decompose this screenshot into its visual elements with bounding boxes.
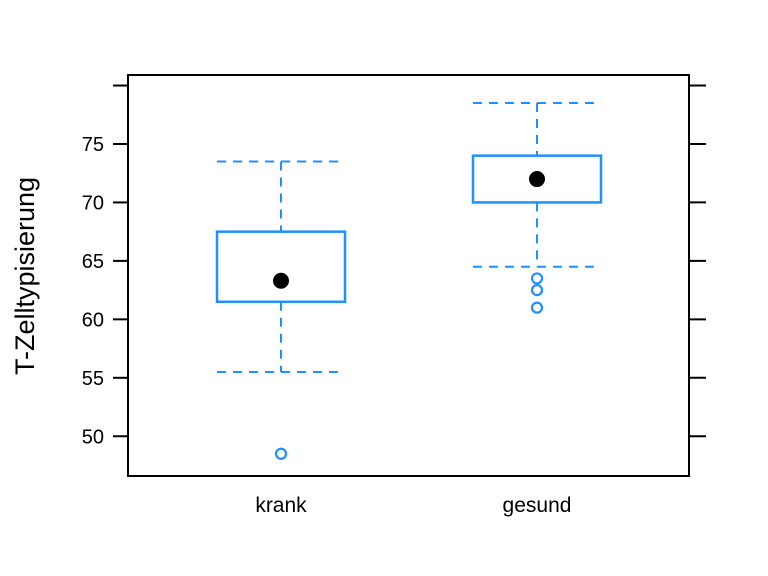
mean-dot <box>273 272 289 289</box>
outlier-point <box>274 447 288 460</box>
y-axis-tick-label: 60 <box>82 309 104 331</box>
outlier-point <box>530 272 544 285</box>
y-axis-tick-label: 65 <box>82 251 104 273</box>
x-category-label: gesund <box>503 494 572 517</box>
y-axis-tick-label: 70 <box>82 192 104 214</box>
mean-dot <box>529 171 545 188</box>
y-axis-tick-label: 55 <box>82 368 104 390</box>
y-axis-tick-label: 50 <box>82 426 104 448</box>
iqr-box <box>215 230 347 304</box>
outlier-point <box>530 301 544 314</box>
y-axis-title: T-Zelltypisierung <box>10 177 40 375</box>
y-axis-tick-label: 75 <box>82 134 104 156</box>
plot-frame <box>127 74 690 477</box>
outlier-point <box>530 284 544 297</box>
x-category-label: krank <box>255 494 307 517</box>
